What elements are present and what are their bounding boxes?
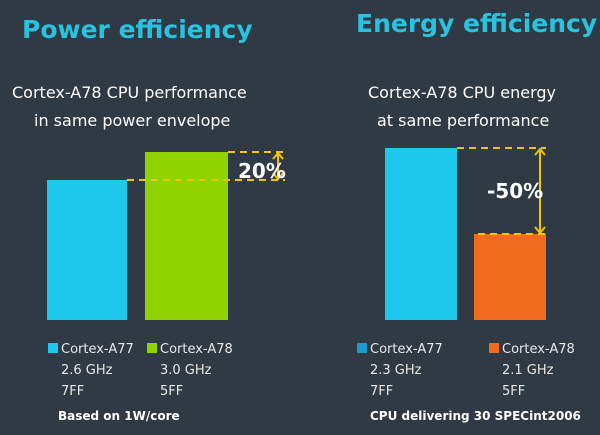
- legend-a77-name: Cortex-A77: [61, 342, 134, 357]
- annotation-energy: -50%: [487, 179, 543, 203]
- subtitle-power-1: Cortex-A78 CPU performance: [12, 83, 247, 102]
- legend-a78-freq: 2.1 GHz: [502, 363, 554, 378]
- note-power: Based on 1W/core: [58, 409, 180, 423]
- bar-cortex-a78: [474, 234, 546, 320]
- annotation-power: 20%: [238, 159, 286, 183]
- subtitle-energy-1: Cortex-A78 CPU energy: [368, 83, 556, 102]
- chart-title-power: Power efficiency: [22, 15, 253, 44]
- legend-a78-name: Cortex-A78: [160, 342, 233, 357]
- bar-cortex-a77: [47, 180, 127, 320]
- legend-a77-node: 7FF: [370, 384, 393, 399]
- legend-a77-node: 7FF: [61, 384, 84, 399]
- note-energy: CPU delivering 30 SPECint2006: [370, 409, 581, 423]
- bar-cortex-a78: [145, 152, 228, 320]
- bar-cortex-a77: [385, 148, 457, 320]
- arrowhead-down: [534, 226, 546, 235]
- chart-title-energy: Energy efficiency: [356, 9, 597, 38]
- legend-a78-name: Cortex-A78: [502, 342, 575, 357]
- legend-a77-freq: 2.6 GHz: [61, 363, 113, 378]
- legend-swatch-a78: [147, 343, 157, 353]
- legend-swatch-a77: [48, 343, 58, 353]
- legend-a77-name: Cortex-A77: [370, 342, 443, 357]
- subtitle-power-2: in same power envelope: [34, 111, 230, 130]
- legend-a78-node: 5FF: [502, 384, 525, 399]
- subtitle-energy-2: at same performance: [377, 111, 549, 130]
- arrowhead-down: [272, 172, 284, 181]
- legend-swatch-a78: [489, 343, 499, 353]
- legend-a78-node: 5FF: [160, 384, 183, 399]
- legend-swatch-a77: [357, 343, 367, 353]
- legend-a77-freq: 2.3 GHz: [370, 363, 422, 378]
- arrowhead-up: [272, 151, 284, 160]
- legend-a78-freq: 3.0 GHz: [160, 363, 212, 378]
- arrowhead-up: [534, 147, 546, 156]
